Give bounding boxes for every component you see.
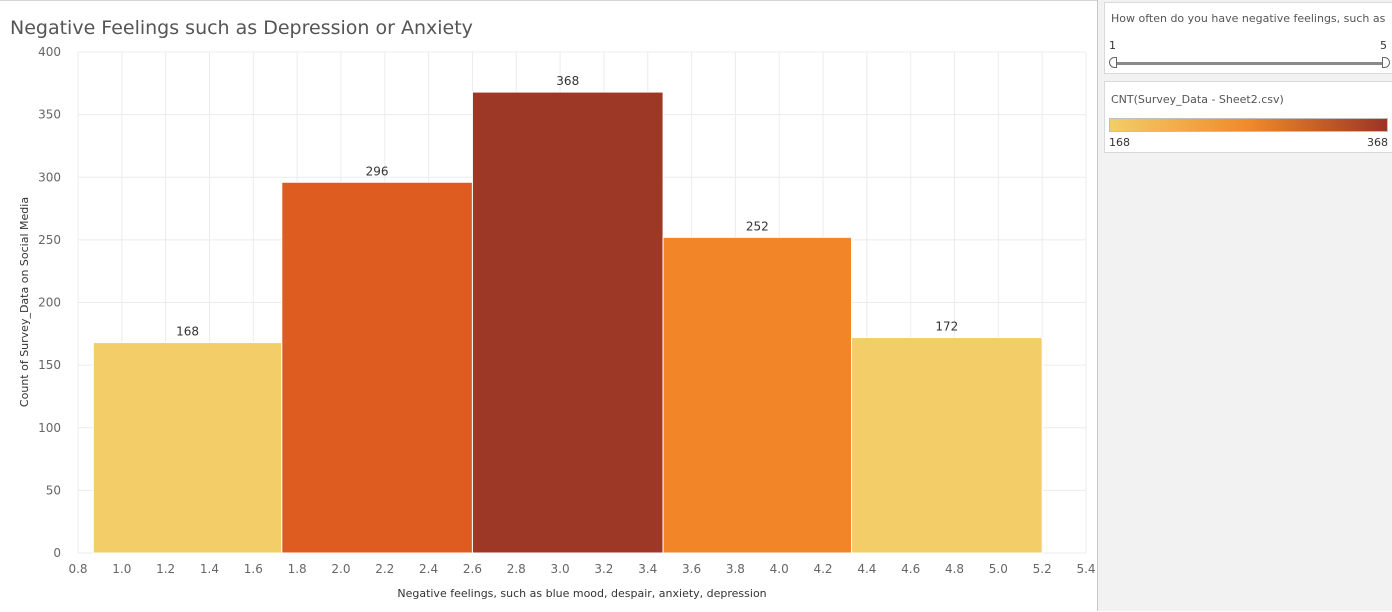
- x-tick-label: 4.4: [857, 562, 876, 576]
- x-tick-label: 1.4: [200, 562, 219, 576]
- histogram-bar: [281, 181, 473, 554]
- color-scale-bar: [1109, 118, 1388, 132]
- x-tick-label: 3.8: [726, 562, 745, 576]
- x-tick-label: 1.0: [112, 562, 131, 576]
- filter-title: How often do you have negative feelings,…: [1111, 12, 1387, 25]
- x-tick-label: 5.0: [989, 562, 1008, 576]
- y-tick-label: 0: [53, 546, 61, 560]
- x-tick-label: 2.4: [419, 562, 438, 576]
- x-tick-label: 1.6: [244, 562, 263, 576]
- x-tick-label: 4.8: [945, 562, 964, 576]
- filter-max-label: 5: [1380, 39, 1387, 52]
- range-slider-min-handle[interactable]: [1109, 57, 1117, 68]
- range-slider-track[interactable]: [1113, 62, 1386, 65]
- x-tick-label: 5.4: [1076, 562, 1095, 576]
- x-tick-label: 3.0: [551, 562, 570, 576]
- main-chart-panel: Negative Feelings such as Depression or …: [0, 0, 1097, 600]
- x-tick-label: 4.0: [770, 562, 789, 576]
- x-tick-label: 3.6: [682, 562, 701, 576]
- bar-value-label: 168: [176, 325, 199, 339]
- y-tick-label: 300: [38, 170, 61, 184]
- y-tick-label: 50: [46, 483, 61, 497]
- range-filter-card: How often do you have negative feelings,…: [1104, 2, 1392, 74]
- range-slider-max-handle[interactable]: [1382, 57, 1390, 68]
- y-axis-title: Count of Survey_Data on Social Media: [18, 197, 31, 407]
- color-legend-card: CNT(Survey_Data - Sheet2.csv) 168 368: [1104, 81, 1392, 153]
- histogram-bar: [471, 91, 664, 554]
- legend-title: CNT(Survey_Data - Sheet2.csv): [1111, 93, 1284, 106]
- bar-value-label: 172: [935, 320, 958, 334]
- x-tick-label: 0.8: [68, 562, 87, 576]
- histogram-chart: 0 50 100 150 200 250 300 350 400 0.8 1.0 1.2 1.4 1.6 1…: [18, 45, 1096, 600]
- y-tick-label: 200: [38, 296, 61, 310]
- y-tick-label: 400: [38, 45, 61, 59]
- chart-title: Negative Feelings such as Depression or …: [10, 17, 473, 39]
- x-tick-label: 3.4: [638, 562, 657, 576]
- y-tick-label: 150: [38, 358, 61, 372]
- x-tick-label: 5.2: [1033, 562, 1052, 576]
- x-tick-label: 2.8: [507, 562, 526, 576]
- bar-value-label: 296: [366, 164, 389, 178]
- y-tick-label: 250: [38, 233, 61, 247]
- histogram-bar: [662, 236, 853, 554]
- filter-min-label: 1: [1109, 39, 1116, 52]
- side-panel: How often do you have negative feelings,…: [1097, 0, 1392, 611]
- x-tick-label: 4.6: [901, 562, 920, 576]
- legend-min-label: 168: [1109, 136, 1130, 149]
- histogram-bar: [851, 337, 1043, 554]
- bar-value-label: 252: [746, 219, 769, 233]
- bar-value-label: 368: [556, 74, 579, 88]
- x-tick-label: 2.2: [375, 562, 394, 576]
- x-tick-label: 2.0: [331, 562, 350, 576]
- x-tick-label: 3.2: [594, 562, 613, 576]
- x-axis-title: Negative feelings, such as blue mood, de…: [397, 587, 766, 600]
- x-tick-label: 4.2: [813, 562, 832, 576]
- y-tick-label: 350: [38, 108, 61, 122]
- x-tick-label: 1.8: [288, 562, 307, 576]
- x-tick-label: 1.2: [156, 562, 175, 576]
- y-tick-label: 100: [38, 421, 61, 435]
- histogram-bar: [92, 342, 283, 554]
- x-tick-label: 2.6: [463, 562, 482, 576]
- legend-max-label: 368: [1367, 136, 1388, 149]
